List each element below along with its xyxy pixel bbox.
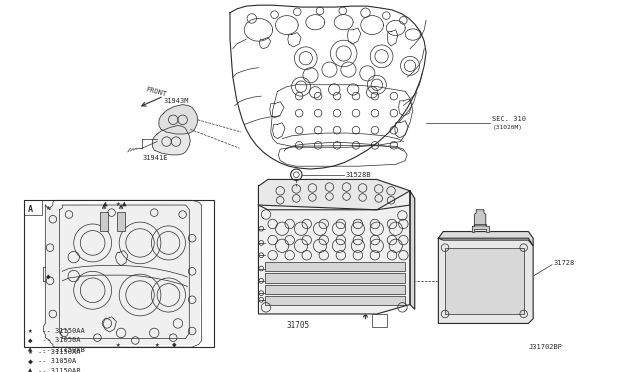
Bar bbox=[265, 285, 405, 294]
Bar bbox=[24, 200, 42, 215]
Polygon shape bbox=[45, 202, 202, 344]
Bar bbox=[117, 212, 125, 231]
Polygon shape bbox=[410, 191, 415, 309]
Bar bbox=[265, 273, 405, 283]
FancyArrowPatch shape bbox=[142, 97, 161, 106]
Bar bbox=[445, 248, 524, 314]
Text: -- 31050A: -- 31050A bbox=[38, 358, 76, 364]
Polygon shape bbox=[438, 231, 533, 246]
Text: 31728: 31728 bbox=[554, 260, 575, 266]
Text: 31705: 31705 bbox=[287, 321, 310, 330]
Text: ★: ★ bbox=[155, 340, 160, 349]
Text: 31941E: 31941E bbox=[143, 155, 168, 161]
Text: ▲: ▲ bbox=[28, 368, 33, 372]
Text: ▲: ▲ bbox=[28, 347, 33, 353]
Bar bbox=[372, 314, 387, 327]
Text: ★: ★ bbox=[28, 327, 33, 336]
Text: -- 31150AA: -- 31150AA bbox=[38, 328, 84, 334]
Text: ★: ★ bbox=[46, 203, 51, 212]
Text: -- 31150AB: -- 31150AB bbox=[38, 368, 80, 372]
Text: 31943M: 31943M bbox=[164, 98, 189, 104]
Polygon shape bbox=[159, 105, 198, 134]
Polygon shape bbox=[438, 238, 533, 323]
Bar bbox=[265, 262, 405, 271]
Text: -- 31150AB: -- 31150AB bbox=[38, 347, 84, 353]
Text: (31020M): (31020M) bbox=[492, 125, 522, 130]
Text: ★: ★ bbox=[115, 199, 120, 208]
Polygon shape bbox=[259, 191, 410, 314]
Text: ◆: ◆ bbox=[172, 340, 177, 349]
Text: ▲: ▲ bbox=[122, 199, 127, 208]
Text: -- 31150AA: -- 31150AA bbox=[38, 349, 80, 355]
Text: ◆: ◆ bbox=[46, 272, 51, 280]
Text: ▲: ▲ bbox=[103, 199, 108, 208]
Polygon shape bbox=[152, 125, 190, 155]
Text: ★: ★ bbox=[28, 347, 33, 356]
Polygon shape bbox=[259, 179, 410, 210]
Text: A: A bbox=[376, 317, 381, 326]
Bar bbox=[100, 212, 108, 231]
Text: 31528B: 31528B bbox=[346, 172, 371, 178]
Text: A: A bbox=[28, 205, 33, 214]
Text: SEC. 310: SEC. 310 bbox=[492, 116, 526, 122]
Polygon shape bbox=[474, 210, 486, 226]
Text: ◆: ◆ bbox=[28, 336, 33, 345]
Text: ★: ★ bbox=[115, 340, 120, 349]
Text: -- 31050A: -- 31050A bbox=[38, 337, 80, 343]
Text: J31702BP: J31702BP bbox=[529, 344, 563, 350]
Text: FRONT: FRONT bbox=[145, 86, 167, 97]
Bar bbox=[24, 200, 214, 347]
Polygon shape bbox=[472, 224, 488, 231]
Bar bbox=[265, 296, 405, 305]
Text: ◆: ◆ bbox=[28, 357, 33, 366]
